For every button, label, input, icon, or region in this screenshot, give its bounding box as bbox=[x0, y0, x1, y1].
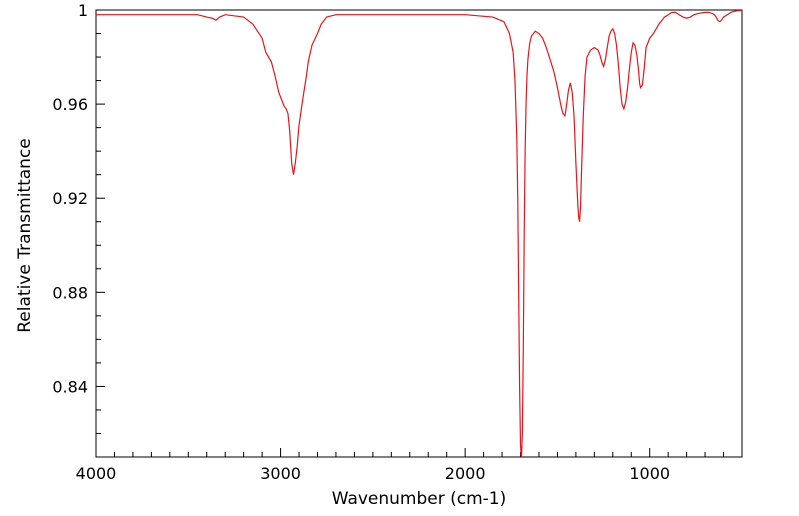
y-tick-label: 0.88 bbox=[52, 283, 88, 302]
y-tick-label: 0.84 bbox=[52, 377, 88, 396]
y-tick-label: 1 bbox=[78, 1, 88, 20]
x-tick-label: 3000 bbox=[260, 464, 301, 483]
x-tick-label: 1000 bbox=[629, 464, 670, 483]
ticks-layer bbox=[95, 9, 743, 458]
y-axis-title: Relative Transmittance bbox=[15, 138, 35, 333]
y-tick-label: 0.96 bbox=[52, 95, 88, 114]
plot-frame bbox=[95, 9, 743, 458]
x-axis-title: Wavenumber (cm-1) bbox=[332, 489, 507, 509]
x-tick-label: 2000 bbox=[445, 464, 486, 483]
series-line bbox=[96, 10, 742, 457]
x-tick-label: 4000 bbox=[76, 464, 117, 483]
tick-labels-layer: 4000 3000 2000 1000 1 0.96 0.92 0.88 0.84 bbox=[52, 1, 670, 483]
y-tick-label: 0.92 bbox=[52, 189, 88, 208]
